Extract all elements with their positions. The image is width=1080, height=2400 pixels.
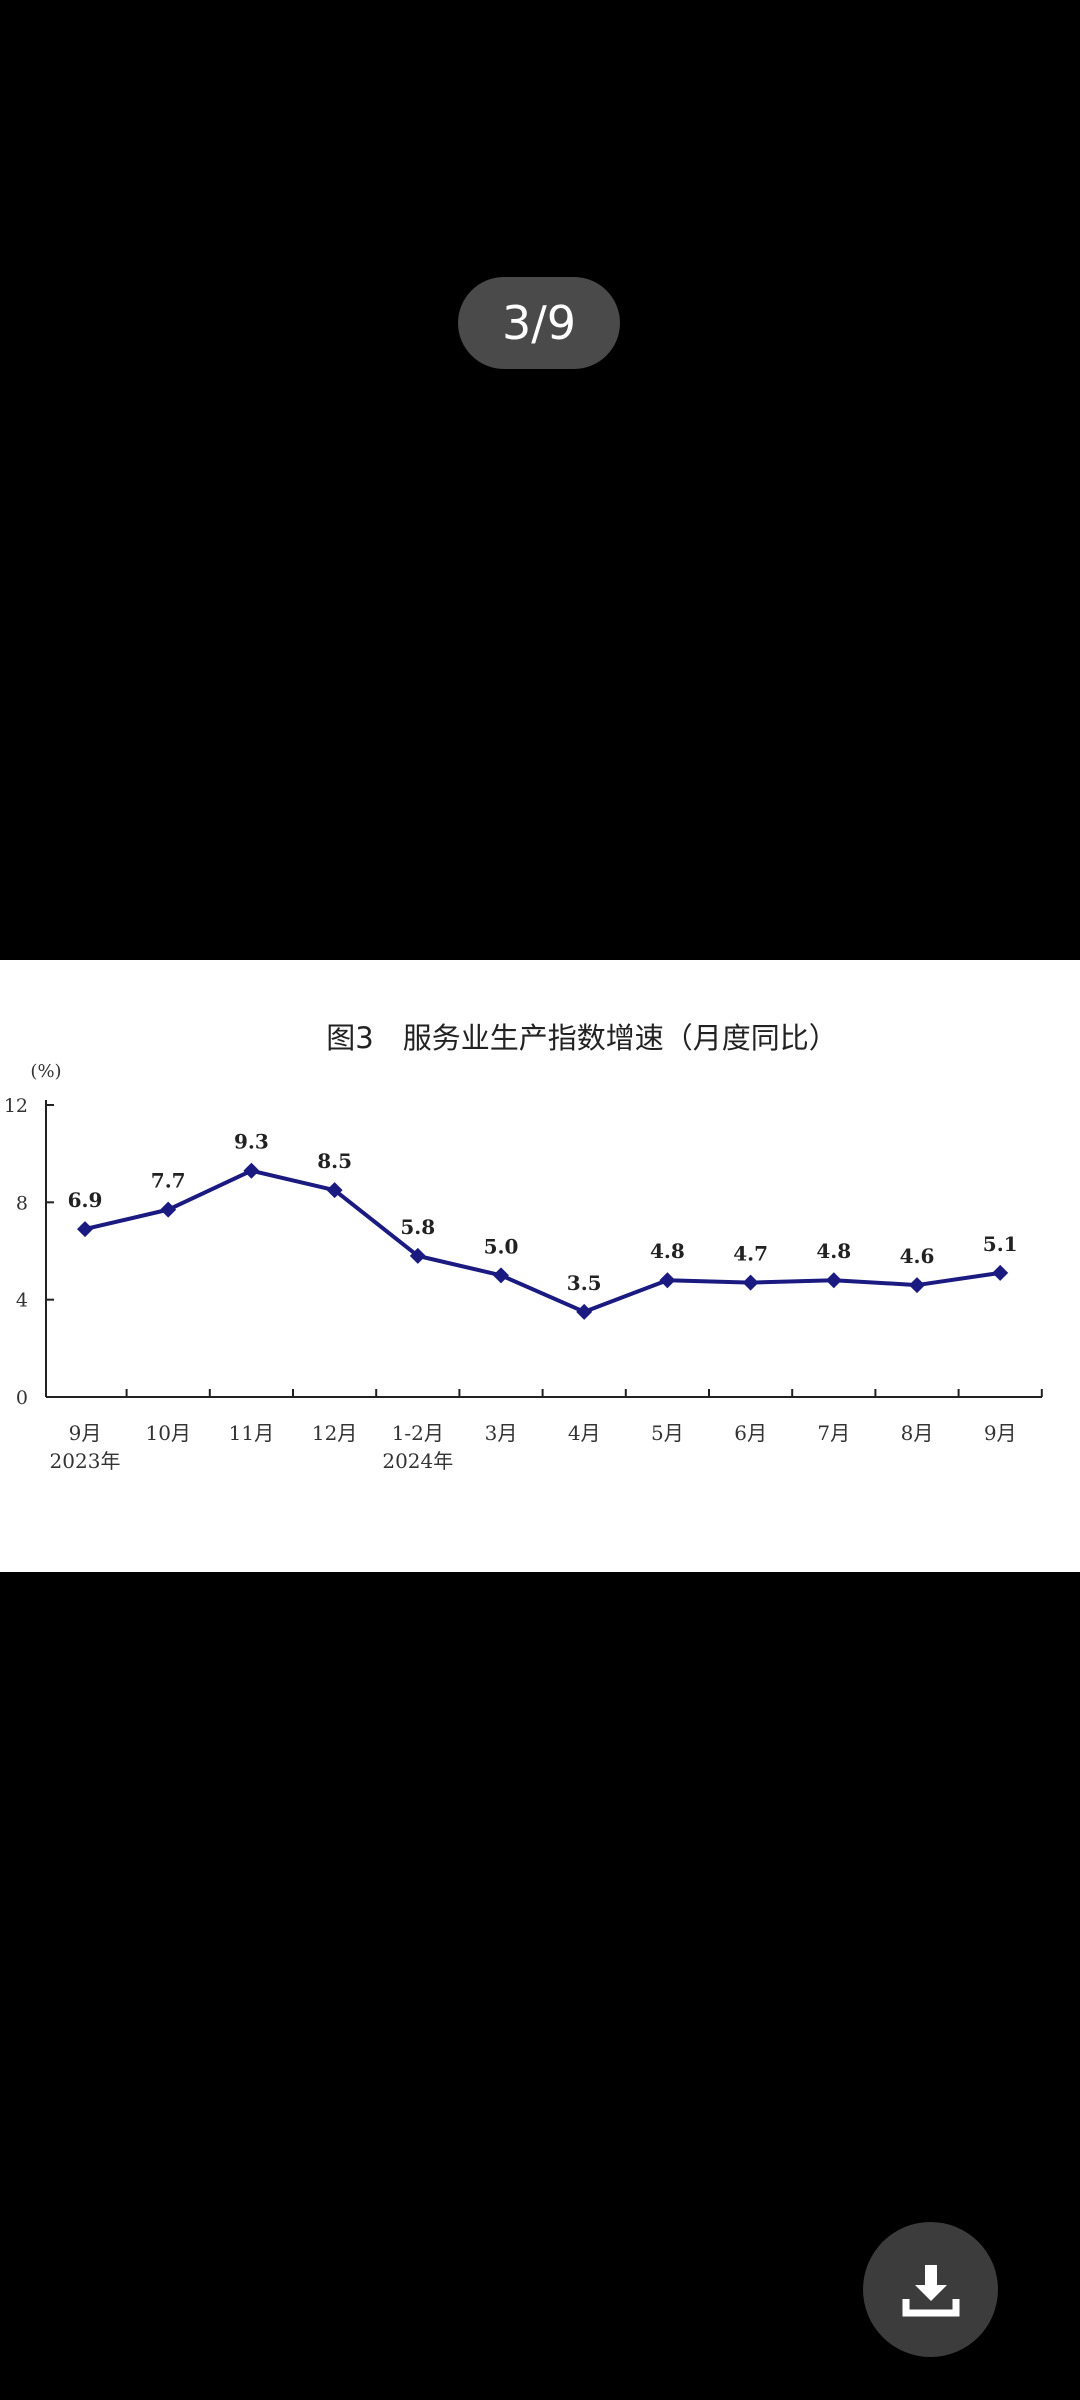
y-tick-label: 8 — [16, 1192, 28, 1214]
data-point-marker — [160, 1201, 177, 1218]
data-value-label: 4.6 — [900, 1244, 935, 1268]
y-tick-label: 12 — [4, 1095, 28, 1117]
x-category-label: 6月 — [734, 1421, 767, 1445]
x-category-label: 5月 — [651, 1421, 684, 1445]
x-category-label: 11月 — [229, 1421, 274, 1445]
y-tick-label: 0 — [16, 1387, 28, 1409]
data-point-marker — [493, 1267, 509, 1284]
data-point-marker — [992, 1264, 1009, 1281]
data-point-marker — [326, 1182, 343, 1199]
x-category-label: 10月 — [145, 1421, 190, 1445]
x-year-label: 2024年 — [382, 1449, 453, 1473]
image-panel[interactable]: 图3 服务业生产指数增速（月度同比） (%) 0 4 8 12 6.9 7.7 9.3 8.… — [0, 960, 1080, 1572]
x-category-label: 9月 — [69, 1421, 102, 1445]
data-value-label: 8.5 — [317, 1149, 352, 1173]
data-value-label: 3.5 — [567, 1271, 602, 1295]
data-value-label: 5.1 — [983, 1232, 1018, 1256]
x-category-label: 4月 — [568, 1421, 601, 1445]
data-value-label: 6.9 — [68, 1188, 103, 1212]
x-category-label: 7月 — [817, 1421, 850, 1445]
data-point-marker — [576, 1303, 593, 1320]
x-category-label: 9月 — [984, 1421, 1017, 1445]
data-value-label: 9.3 — [234, 1130, 269, 1154]
x-category-label: 1-2月 — [392, 1421, 444, 1445]
data-point-marker — [742, 1274, 759, 1291]
page-indicator: 3/9 — [458, 277, 620, 369]
data-value-label: 5.8 — [400, 1215, 435, 1239]
download-icon — [902, 2264, 959, 2316]
x-category-label: 3月 — [485, 1421, 518, 1445]
data-point-marker — [243, 1162, 260, 1179]
data-point-marker — [909, 1277, 925, 1294]
x-category-label: 12月 — [312, 1421, 357, 1445]
line-chart: 图3 服务业生产指数增速（月度同比） (%) 0 4 8 12 6.9 7.7 9.3 8.… — [4, 1021, 1043, 1473]
x-category-label: 8月 — [901, 1421, 934, 1445]
y-tick-label: 4 — [16, 1290, 28, 1312]
data-point-marker — [659, 1272, 676, 1289]
chart-title: 图3 服务业生产指数增速（月度同比） — [326, 1021, 837, 1055]
data-value-label: 4.7 — [733, 1242, 768, 1266]
x-year-label: 2023年 — [50, 1449, 121, 1473]
data-point-marker — [77, 1221, 93, 1238]
data-value-label: 4.8 — [816, 1239, 851, 1263]
series-line — [84, 1168, 1001, 1314]
data-point-marker — [409, 1247, 426, 1264]
y-axis-unit: (%) — [30, 1061, 61, 1082]
data-value-label: 5.0 — [484, 1234, 519, 1258]
data-point-marker — [825, 1272, 842, 1289]
data-value-label: 7.7 — [151, 1169, 186, 1193]
download-button[interactable] — [863, 2222, 998, 2357]
data-value-label: 4.8 — [650, 1239, 685, 1263]
